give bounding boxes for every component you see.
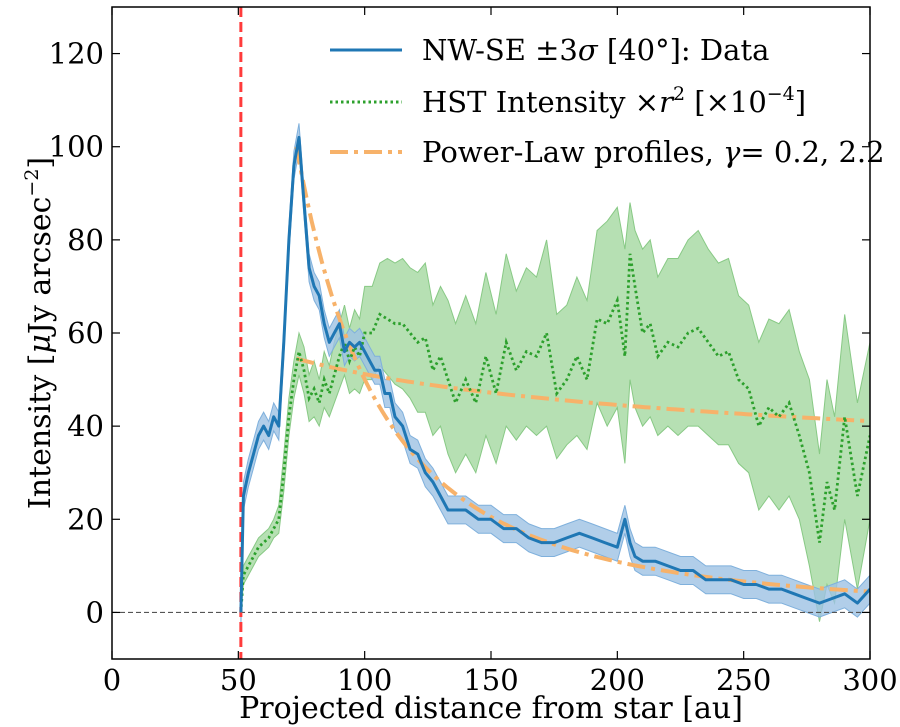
ylabel-superscript: −2 — [21, 169, 43, 197]
hst-band — [240, 202, 870, 622]
legend-label-power-law: Power-Law profiles, γ= 0.2, 2.2 — [422, 135, 885, 169]
legend-text: [40°]: Data — [598, 33, 770, 67]
legend-gamma: γ — [723, 135, 741, 169]
hst-line — [239, 253, 870, 613]
legend-text: [×10 — [685, 85, 767, 119]
legend-r: r — [659, 85, 675, 119]
x-tick-label: 50 — [220, 663, 257, 697]
x-axis-label: Projected distance from star [au] — [239, 691, 743, 726]
legend-label-hst: HST Intensity ×r2 [×10−4] — [422, 83, 806, 119]
ylabel-unit: Jy arcsec — [23, 197, 58, 338]
power-law-line-gamma-2-2 — [294, 146, 868, 594]
legend: NW-SE ±3σ [40°]: Data HST Intensity ×r2 [… — [330, 33, 885, 169]
y-tick-label: 60 — [67, 316, 104, 350]
x-tick-label: 0 — [103, 663, 121, 697]
legend-label-data: NW-SE ±3σ [40°]: Data — [422, 33, 769, 67]
legend-text: = 0.2, 2.2 — [740, 135, 884, 169]
x-tick-label: 100 — [337, 663, 392, 697]
legend-text: Power-Law profiles, — [422, 135, 723, 169]
plot-area — [112, 7, 870, 659]
y-tick-label: 40 — [67, 409, 104, 443]
x-tick-label: 250 — [716, 663, 771, 697]
y-tick-label: 80 — [67, 223, 104, 257]
y-tick-label: 0 — [86, 595, 104, 629]
y-tick-label: 120 — [49, 37, 104, 71]
power-law-line-gamma-0-2 — [295, 356, 868, 423]
ylabel-text: Intensity [ — [23, 354, 58, 510]
legend-sigma: σ — [578, 33, 599, 67]
data-line — [239, 135, 870, 613]
y-axis-label: Intensity [μJy arcsec−2] — [21, 157, 58, 509]
y-tick-label: 20 — [67, 502, 104, 536]
x-tick-label: 150 — [463, 663, 518, 697]
legend-text: NW-SE ±3 — [422, 33, 578, 67]
legend-superscript: 2 — [673, 83, 685, 105]
x-tick-label: 300 — [842, 663, 897, 697]
ylabel-mu: μ — [23, 334, 58, 354]
legend-superscript: −4 — [767, 83, 795, 105]
ylabel-close: ] — [23, 157, 58, 169]
legend-text: HST Intensity × — [422, 85, 659, 119]
x-tick-label: 200 — [590, 663, 645, 697]
legend-text: ] — [795, 85, 806, 119]
y-tick-label: 100 — [49, 130, 104, 164]
axes: 0 50 100 150 200 250 300 0 20 40 60 80 100 120 — [49, 6, 898, 697]
